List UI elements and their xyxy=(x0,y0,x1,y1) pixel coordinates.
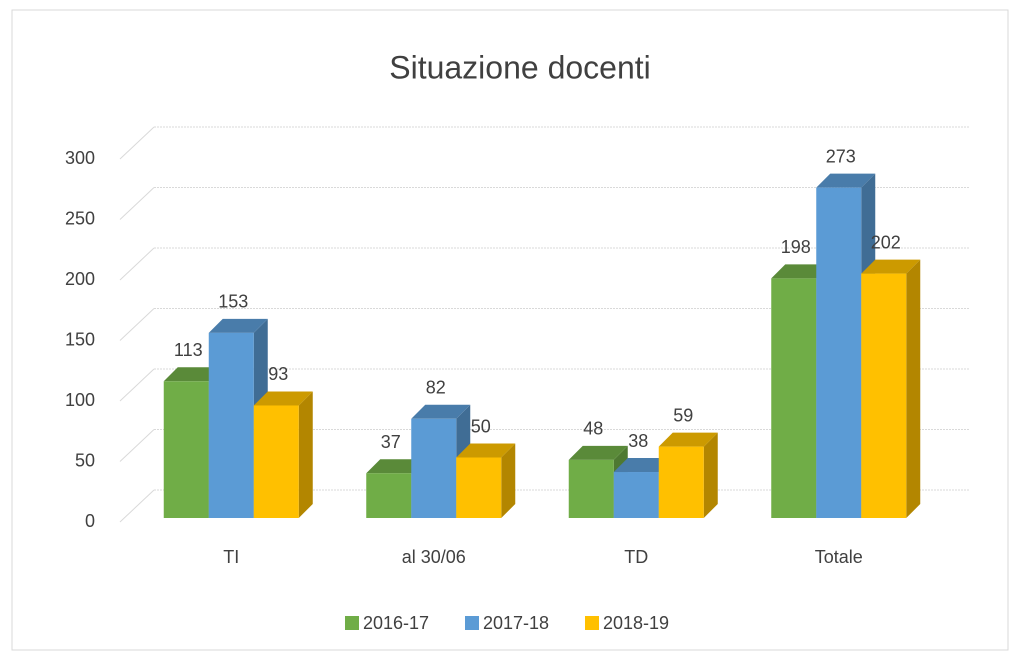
bar-top xyxy=(253,391,313,406)
data-label: 48 xyxy=(583,419,603,439)
bar xyxy=(816,187,862,519)
chart-title: Situazione docenti xyxy=(389,49,651,85)
legend-swatch xyxy=(465,616,479,630)
bar-top xyxy=(208,318,268,333)
bar-side xyxy=(298,391,313,518)
y-tick-label: 0 xyxy=(85,511,95,531)
bar xyxy=(658,446,704,518)
bar xyxy=(568,459,614,518)
data-label: 50 xyxy=(471,416,491,436)
data-label: 198 xyxy=(781,237,811,257)
bar xyxy=(771,278,817,518)
grid-depth xyxy=(119,126,155,160)
data-label: 273 xyxy=(826,146,856,166)
legend-label: 2016-17 xyxy=(363,613,429,633)
bar-top xyxy=(658,432,718,447)
bar xyxy=(253,405,299,518)
bar xyxy=(163,381,209,518)
y-tick-label: 100 xyxy=(65,390,95,410)
bar-side xyxy=(906,259,921,518)
bar-side xyxy=(703,432,718,518)
bar xyxy=(456,457,502,518)
bar-top xyxy=(366,459,426,474)
bar-top xyxy=(771,264,831,279)
y-tick-label: 250 xyxy=(65,208,95,228)
grid-depth xyxy=(119,187,155,220)
x-tick-label: al 30/06 xyxy=(402,547,466,567)
data-label: 202 xyxy=(871,232,901,252)
bar-top xyxy=(163,367,223,382)
data-label: 113 xyxy=(174,340,203,360)
data-label: 153 xyxy=(218,292,248,312)
bar-top xyxy=(816,173,876,188)
x-tick-label: TD xyxy=(624,547,648,567)
grid-depth xyxy=(119,489,155,523)
data-label: 82 xyxy=(426,378,446,398)
data-label: 59 xyxy=(673,405,693,425)
legend-label: 2017-18 xyxy=(483,613,549,633)
bar-top xyxy=(411,404,471,419)
legend-swatch xyxy=(585,616,599,630)
bar xyxy=(411,418,457,518)
bar xyxy=(366,473,412,518)
bar xyxy=(208,332,254,518)
y-tick-label: 200 xyxy=(65,269,95,289)
grid-depth xyxy=(119,308,155,341)
legend-swatch xyxy=(345,616,359,630)
bar-top xyxy=(861,259,921,274)
grid-depth xyxy=(119,247,155,281)
grid-depth xyxy=(119,429,155,462)
data-label: 38 xyxy=(628,431,648,451)
data-label: 93 xyxy=(268,364,288,384)
x-tick-label: Totale xyxy=(815,547,863,567)
legend-label: 2018-19 xyxy=(603,613,669,633)
y-tick-label: 150 xyxy=(65,329,95,349)
y-tick-label: 300 xyxy=(65,148,95,168)
x-tick-label: TI xyxy=(223,547,239,567)
grid-depth xyxy=(119,368,155,402)
y-tick-label: 50 xyxy=(75,450,95,470)
bar-side xyxy=(501,443,516,518)
bar-top xyxy=(456,443,516,458)
bar xyxy=(861,273,907,518)
bar-top xyxy=(568,445,628,460)
data-label: 37 xyxy=(381,432,401,452)
bar xyxy=(613,472,659,518)
bar-top xyxy=(613,458,673,473)
